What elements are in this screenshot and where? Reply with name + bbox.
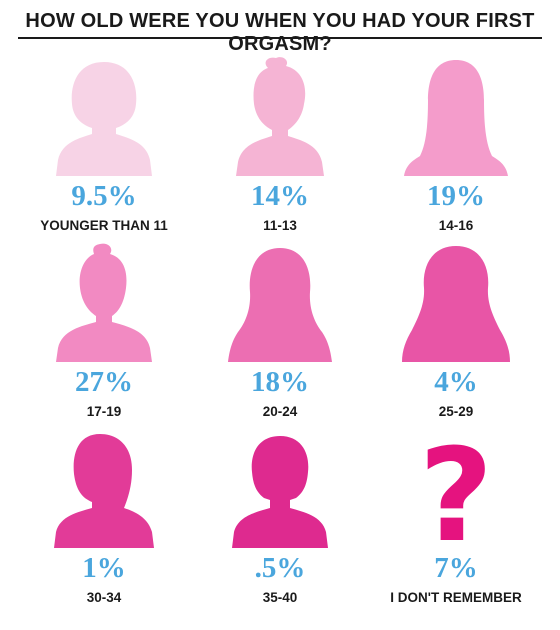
category-label: 14-16 bbox=[438, 218, 474, 233]
pictogram-cell: .5% 35-40 bbox=[192, 428, 368, 618]
category-label: YOUNGER THAN 11 bbox=[40, 218, 168, 233]
pictogram-cell: 27% 17-19 bbox=[16, 242, 192, 432]
woman-side-hair-silhouette-icon bbox=[54, 434, 154, 548]
chart-title: HOW OLD WERE YOU WHEN YOU HAD YOUR FIRST… bbox=[25, 10, 535, 55]
data-label-value: 19% bbox=[427, 180, 485, 212]
data-label-value: 4% bbox=[434, 366, 478, 398]
woman-long-hair-silhouette-icon bbox=[404, 60, 508, 176]
pictogram-cell: ? 7% I DON'T REMEMBER bbox=[368, 428, 544, 618]
silhouette-shape bbox=[402, 246, 510, 362]
silhouette-shape bbox=[236, 57, 324, 176]
silhouette-shape bbox=[56, 243, 152, 362]
data-label-value: 7% bbox=[434, 552, 478, 584]
silhouette-shape bbox=[54, 434, 154, 548]
question-mark-glyph: ? bbox=[419, 428, 493, 548]
data-label-value: 27% bbox=[75, 366, 133, 398]
woman-bun-silhouette-icon bbox=[236, 57, 324, 176]
data-label-value: .5% bbox=[254, 552, 306, 584]
category-label: 35-40 bbox=[262, 590, 298, 605]
data-label-value: 18% bbox=[251, 366, 309, 398]
data-label-value: 14% bbox=[251, 180, 309, 212]
pictogram-cell: 19% 14-16 bbox=[368, 56, 544, 246]
silhouette-shape bbox=[56, 62, 152, 176]
data-label-value: 1% bbox=[82, 552, 126, 584]
pictogram-cell: 18% 20-24 bbox=[192, 242, 368, 432]
question-mark-icon: ? bbox=[419, 428, 493, 548]
pictogram-grid: 9.5% YOUNGER THAN 11 14% 11-13 19% 14-16 27% 17… bbox=[16, 56, 544, 616]
pictogram-cell: 4% 25-29 bbox=[368, 242, 544, 432]
data-label-value: 9.5% bbox=[71, 180, 137, 212]
woman-ponytail-silhouette-icon bbox=[56, 243, 152, 362]
category-label: 20-24 bbox=[262, 404, 298, 419]
silhouette-shape bbox=[232, 436, 328, 548]
silhouette-shape bbox=[228, 248, 332, 362]
category-label: I DON'T REMEMBER bbox=[390, 590, 522, 605]
category-label: 11-13 bbox=[263, 218, 297, 233]
pictogram-cell: 9.5% YOUNGER THAN 11 bbox=[16, 56, 192, 246]
pictogram-cell: 14% 11-13 bbox=[192, 56, 368, 246]
woman-shoulder-hair-silhouette-icon bbox=[228, 248, 332, 362]
woman-short-bob-silhouette-icon bbox=[232, 436, 328, 548]
pictogram-cell: 1% 30-34 bbox=[16, 428, 192, 618]
category-label: 17-19 bbox=[86, 404, 122, 419]
title-underline bbox=[18, 37, 542, 39]
woman-bob-silhouette-icon bbox=[56, 62, 152, 176]
category-label: 25-29 bbox=[438, 404, 474, 419]
woman-wavy-hair-silhouette-icon bbox=[402, 246, 510, 362]
silhouette-shape bbox=[404, 60, 508, 176]
category-label: 30-34 bbox=[86, 590, 122, 605]
